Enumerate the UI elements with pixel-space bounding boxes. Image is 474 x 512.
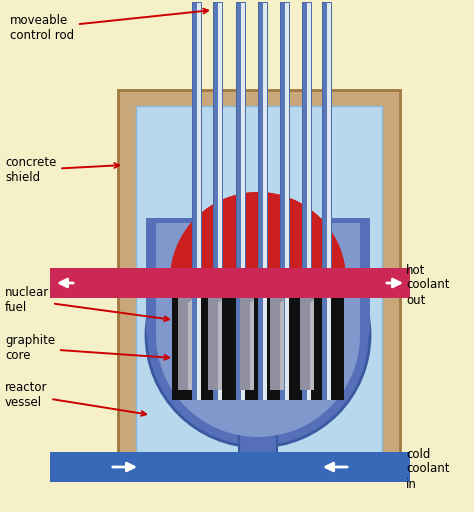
Text: concrete
shield: concrete shield	[5, 156, 119, 184]
Bar	[236, 2, 241, 280]
Text: graphite
core: graphite core	[5, 334, 169, 362]
Bar	[302, 2, 307, 298]
Bar	[136, 106, 382, 458]
Bar	[213, 2, 222, 298]
Bar	[280, 2, 285, 280]
Text: moveable
control rod: moveable control rod	[10, 9, 208, 42]
Bar	[192, 2, 197, 280]
Bar	[236, 295, 245, 400]
Ellipse shape	[208, 293, 222, 303]
Bar	[300, 298, 314, 390]
Bar	[213, 295, 222, 400]
Bar	[240, 298, 254, 390]
Bar	[302, 2, 307, 280]
Bar	[118, 90, 400, 475]
Bar	[178, 298, 192, 390]
Bar	[50, 268, 118, 298]
Bar	[146, 218, 370, 335]
Bar	[258, 295, 263, 400]
Bar	[382, 268, 400, 298]
Bar	[192, 295, 201, 400]
Bar	[192, 2, 201, 280]
Bar	[258, 295, 267, 400]
Bar	[280, 295, 285, 400]
Bar	[136, 268, 382, 298]
Bar	[236, 2, 245, 280]
Bar	[118, 268, 136, 298]
Bar	[280, 2, 289, 298]
Bar	[250, 298, 254, 390]
Bar	[400, 268, 410, 298]
Bar	[213, 2, 218, 298]
Bar	[258, 2, 263, 280]
Bar	[322, 2, 327, 280]
Bar	[258, 2, 267, 298]
Bar	[258, 2, 267, 280]
Bar	[236, 2, 245, 298]
Bar	[50, 452, 410, 482]
Bar	[236, 295, 241, 400]
Wedge shape	[175, 280, 341, 368]
Bar	[239, 435, 277, 462]
Bar	[172, 295, 344, 400]
Text: reactor
vessel: reactor vessel	[5, 381, 146, 416]
Bar	[322, 2, 331, 298]
Bar	[218, 298, 222, 390]
Bar	[322, 295, 331, 400]
Bar	[192, 2, 197, 298]
Bar	[192, 295, 197, 400]
Ellipse shape	[300, 293, 314, 303]
Bar	[322, 2, 331, 298]
Ellipse shape	[178, 293, 192, 303]
Bar	[192, 2, 201, 298]
Bar	[302, 295, 307, 400]
Bar	[213, 295, 218, 400]
Wedge shape	[170, 192, 346, 280]
Bar	[236, 2, 245, 298]
Bar	[236, 2, 241, 298]
Bar	[302, 295, 311, 400]
Bar	[310, 298, 314, 390]
Bar	[302, 2, 311, 298]
Bar	[172, 295, 344, 400]
Bar	[231, 458, 285, 468]
Bar	[280, 298, 284, 390]
Ellipse shape	[270, 293, 284, 303]
Text: nuclear
fuel: nuclear fuel	[5, 286, 169, 321]
Bar	[280, 2, 289, 298]
Bar	[302, 2, 311, 280]
Bar	[192, 2, 201, 298]
Bar	[213, 2, 222, 280]
Bar	[213, 2, 222, 298]
Bar	[258, 2, 263, 298]
Circle shape	[146, 223, 370, 447]
Bar	[280, 295, 289, 400]
Bar	[258, 2, 267, 298]
Bar	[188, 298, 192, 390]
Bar	[322, 295, 327, 400]
Circle shape	[156, 233, 360, 437]
Bar	[156, 223, 360, 335]
Bar	[213, 2, 218, 280]
Bar	[280, 2, 285, 298]
Bar	[302, 2, 311, 298]
Bar	[208, 298, 222, 390]
Ellipse shape	[240, 293, 254, 303]
Bar	[322, 2, 331, 280]
Wedge shape	[170, 192, 346, 280]
Bar	[270, 298, 284, 390]
Bar	[322, 2, 327, 298]
Text: cold
coolant
in: cold coolant in	[406, 447, 449, 490]
Text: hot
coolant
out: hot coolant out	[406, 264, 449, 307]
Bar	[280, 2, 289, 280]
